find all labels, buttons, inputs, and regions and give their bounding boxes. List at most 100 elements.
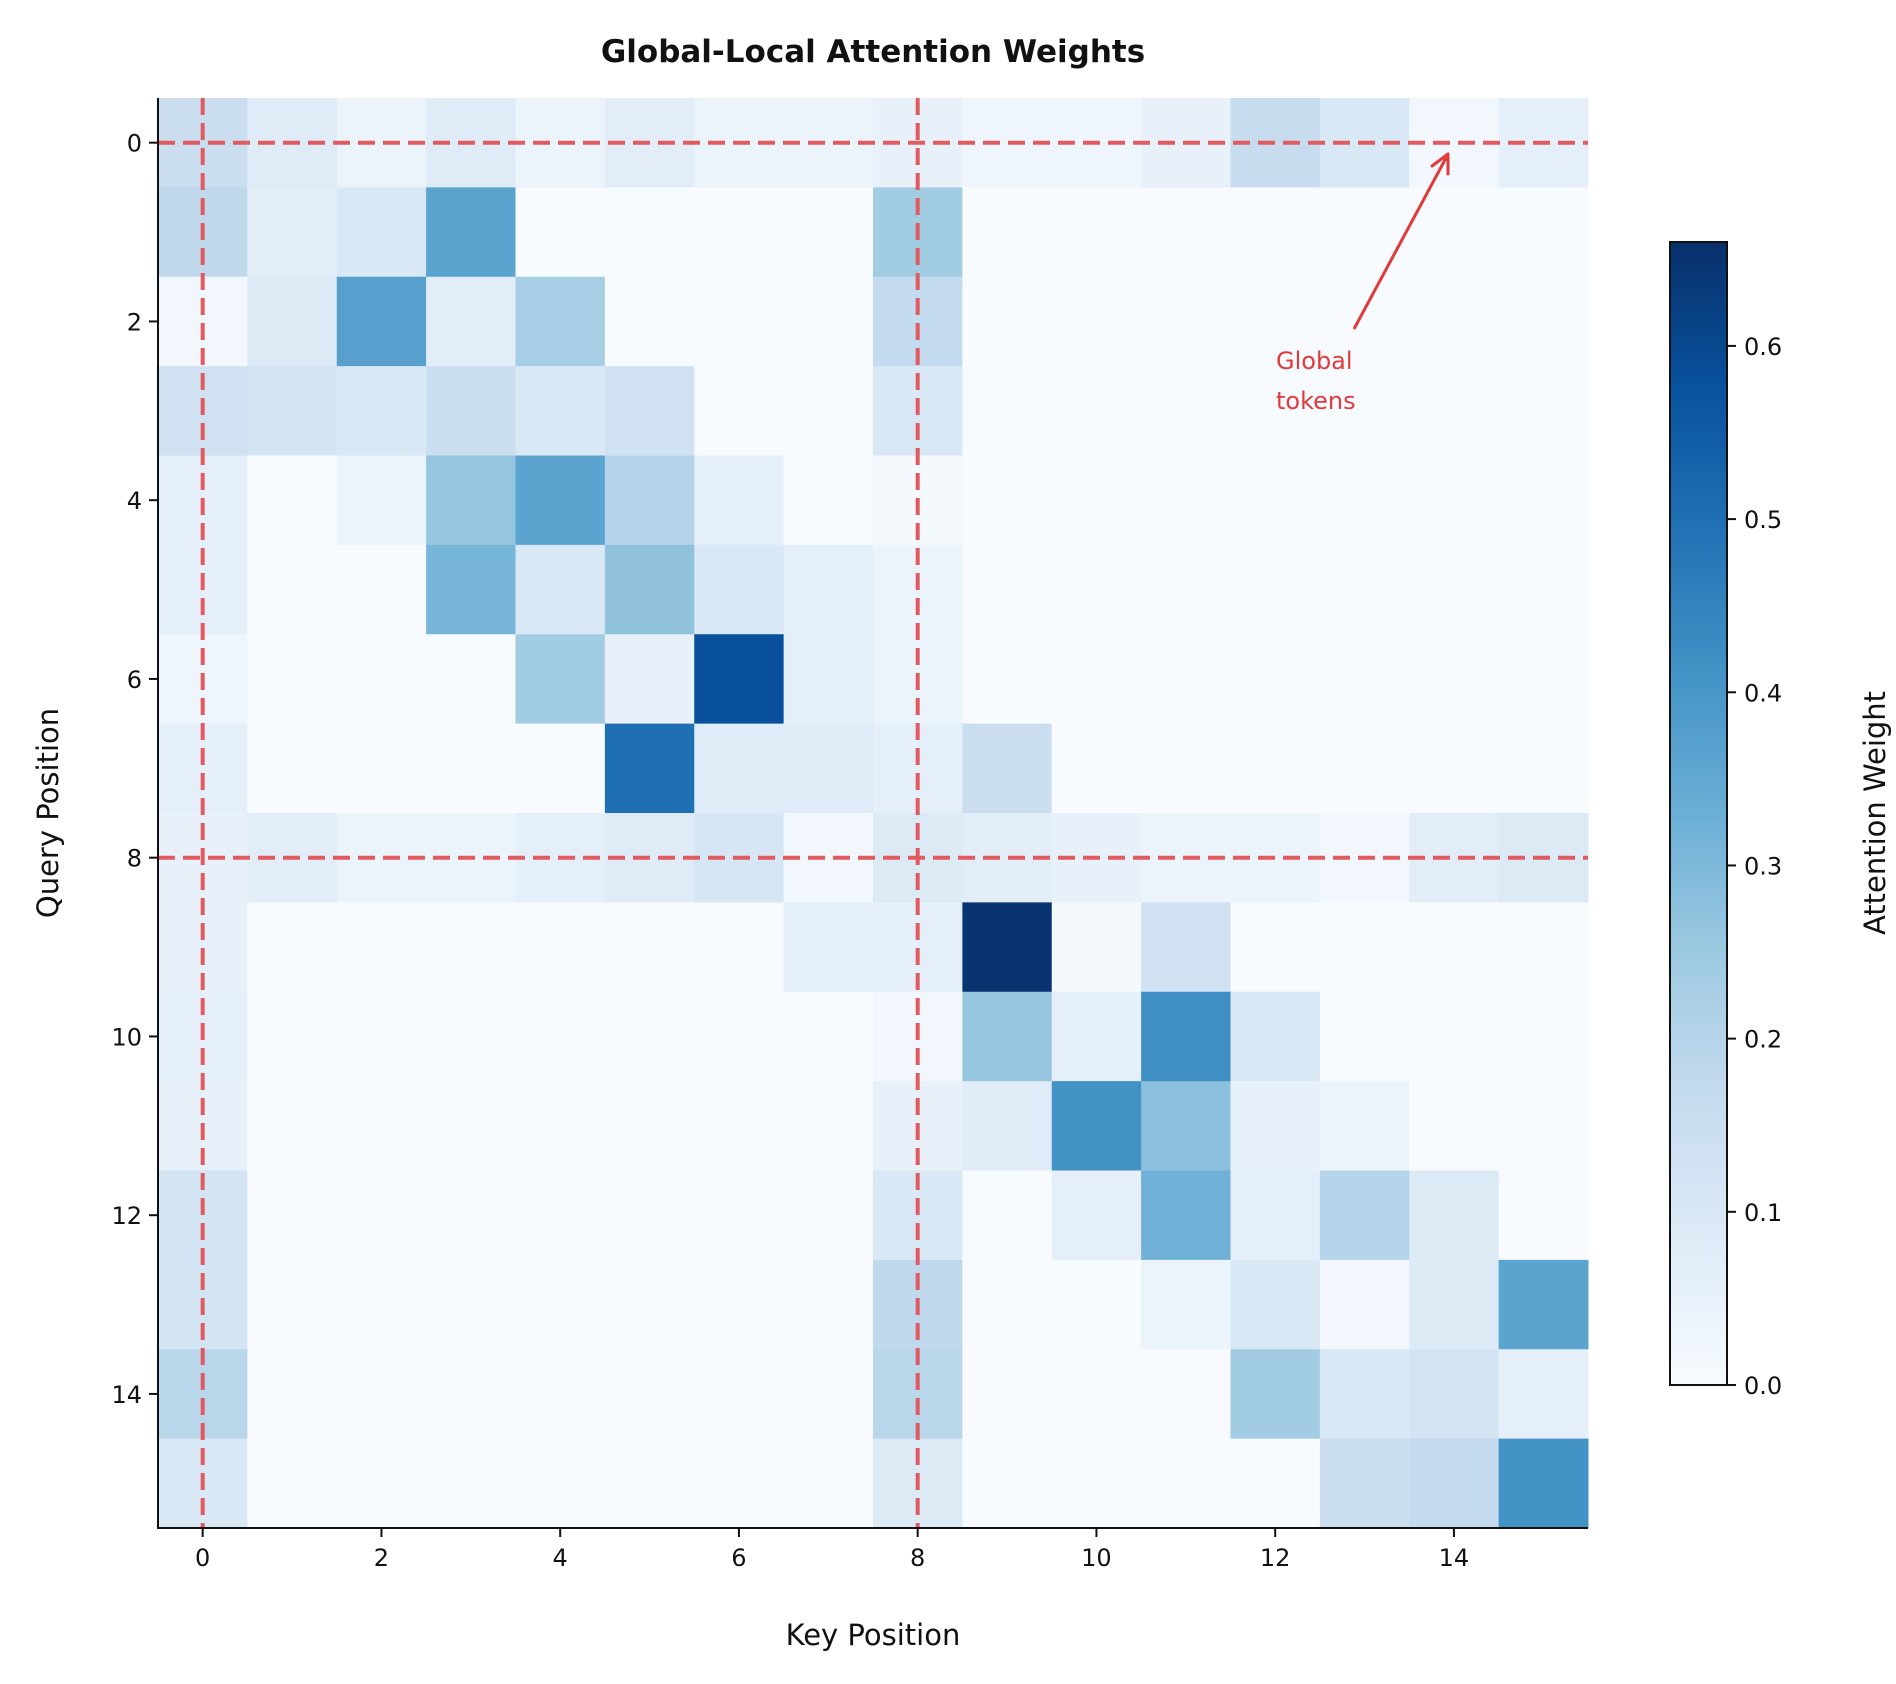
cell-15-1: [247, 1438, 338, 1529]
cell-9-1: [247, 902, 338, 993]
cell-7-9: [962, 723, 1053, 814]
cell-15-12: [1230, 1438, 1321, 1529]
cell-11-11: [1141, 1081, 1231, 1171]
colorbar-tick-label: 0.4: [1744, 679, 1782, 707]
x-tick-label: 6: [731, 1544, 746, 1572]
y-tick-label: 6: [127, 666, 142, 694]
cell-13-12: [1230, 1259, 1321, 1350]
cell-15-6: [694, 1438, 785, 1529]
cell-5-1: [247, 544, 338, 635]
x-tick-label: 12: [1260, 1544, 1291, 1572]
cell-10-13: [1319, 991, 1410, 1082]
cell-4-15: [1498, 455, 1589, 546]
cell-7-5: [604, 723, 695, 814]
cell-11-7: [783, 1081, 874, 1171]
x-tick-label: 0: [195, 1544, 210, 1572]
colorbar-ticks: 0.0 0.1 0.2 0.3 0.4 0.5 0.6: [1727, 333, 1782, 1400]
cell-1-7: [783, 187, 874, 278]
cell-7-6: [694, 723, 785, 814]
cell-9-7: [783, 902, 874, 993]
cell-10-3: [426, 991, 516, 1082]
cell-6-2: [336, 634, 427, 725]
cell-6-3: [426, 634, 516, 725]
cell-13-15: [1498, 1259, 1589, 1350]
annotation-arrow: [1352, 157, 1448, 330]
cell-12-13: [1319, 1170, 1410, 1261]
cell-2-14: [1409, 276, 1500, 367]
cell-13-14: [1409, 1259, 1500, 1350]
cell-2-13: [1319, 276, 1410, 367]
cell-13-13: [1319, 1259, 1410, 1350]
y-axis-label: Query Position: [31, 708, 65, 918]
cell-6-6: [694, 634, 785, 725]
cell-3-11: [1141, 366, 1231, 456]
y-tick-label: 8: [127, 845, 142, 873]
cell-6-11: [1141, 634, 1231, 725]
cell-14-5: [604, 1349, 695, 1440]
cell-4-1: [247, 455, 338, 546]
cell-2-4: [515, 276, 606, 367]
cell-6-12: [1230, 634, 1321, 725]
cell-6-9: [962, 634, 1053, 725]
cell-1-1: [247, 187, 338, 278]
cell-10-7: [783, 991, 874, 1082]
cell-2-3: [426, 276, 516, 367]
cell-6-14: [1409, 634, 1500, 725]
x-tick-label: 10: [1081, 1544, 1112, 1572]
cell-7-7: [783, 723, 874, 814]
colorbar-label: Attention Weight: [1858, 691, 1892, 935]
cell-7-14: [1409, 723, 1500, 814]
cell-4-6: [694, 455, 785, 546]
cell-2-1: [247, 276, 338, 367]
cell-12-6: [694, 1170, 785, 1261]
cell-13-11: [1141, 1259, 1231, 1350]
annotation-arrowhead: [1430, 152, 1450, 176]
cell-5-5: [604, 544, 695, 635]
cell-10-4: [515, 991, 606, 1082]
cell-5-2: [336, 544, 427, 635]
cell-11-5: [604, 1081, 695, 1171]
cell-4-13: [1319, 455, 1410, 546]
y-tick-label: 10: [111, 1023, 142, 1051]
cell-7-10: [1051, 723, 1142, 814]
colorbar-tick-label: 0.1: [1744, 1199, 1782, 1227]
cell-15-10: [1051, 1438, 1142, 1529]
cell-12-10: [1051, 1170, 1142, 1261]
cell-10-15: [1498, 991, 1589, 1082]
cell-4-9: [962, 455, 1053, 546]
cell-9-13: [1319, 902, 1410, 993]
cell-4-3: [426, 455, 516, 546]
cell-12-4: [515, 1170, 606, 1261]
cell-12-15: [1498, 1170, 1589, 1261]
cell-5-11: [1141, 544, 1231, 635]
cell-11-13: [1319, 1081, 1410, 1171]
cell-4-11: [1141, 455, 1231, 546]
cell-4-12: [1230, 455, 1321, 546]
cell-12-1: [247, 1170, 338, 1261]
y-tick-label: 12: [111, 1202, 142, 1230]
cell-3-3: [426, 366, 516, 456]
cell-12-9: [962, 1170, 1053, 1261]
cell-15-14: [1409, 1438, 1500, 1529]
cell-5-12: [1230, 544, 1321, 635]
chart-title: Global-Local Attention Weights: [601, 34, 1145, 70]
cell-11-10: [1051, 1081, 1142, 1171]
cell-13-9: [962, 1259, 1053, 1350]
cell-3-12: [1230, 366, 1321, 456]
annotation-text-line1: Global: [1276, 347, 1353, 375]
cell-12-3: [426, 1170, 516, 1261]
cell-6-13: [1319, 634, 1410, 725]
cell-11-6: [694, 1081, 785, 1171]
cell-13-4: [515, 1259, 606, 1350]
cell-3-13: [1319, 366, 1410, 456]
cell-15-7: [783, 1438, 874, 1529]
cell-11-15: [1498, 1081, 1589, 1171]
cell-3-2: [336, 366, 427, 456]
cell-14-10: [1051, 1349, 1142, 1440]
cell-9-14: [1409, 902, 1500, 993]
cell-13-3: [426, 1259, 516, 1350]
cell-9-4: [515, 902, 606, 993]
cell-2-9: [962, 276, 1053, 367]
cell-2-11: [1141, 276, 1231, 367]
cell-14-3: [426, 1349, 516, 1440]
